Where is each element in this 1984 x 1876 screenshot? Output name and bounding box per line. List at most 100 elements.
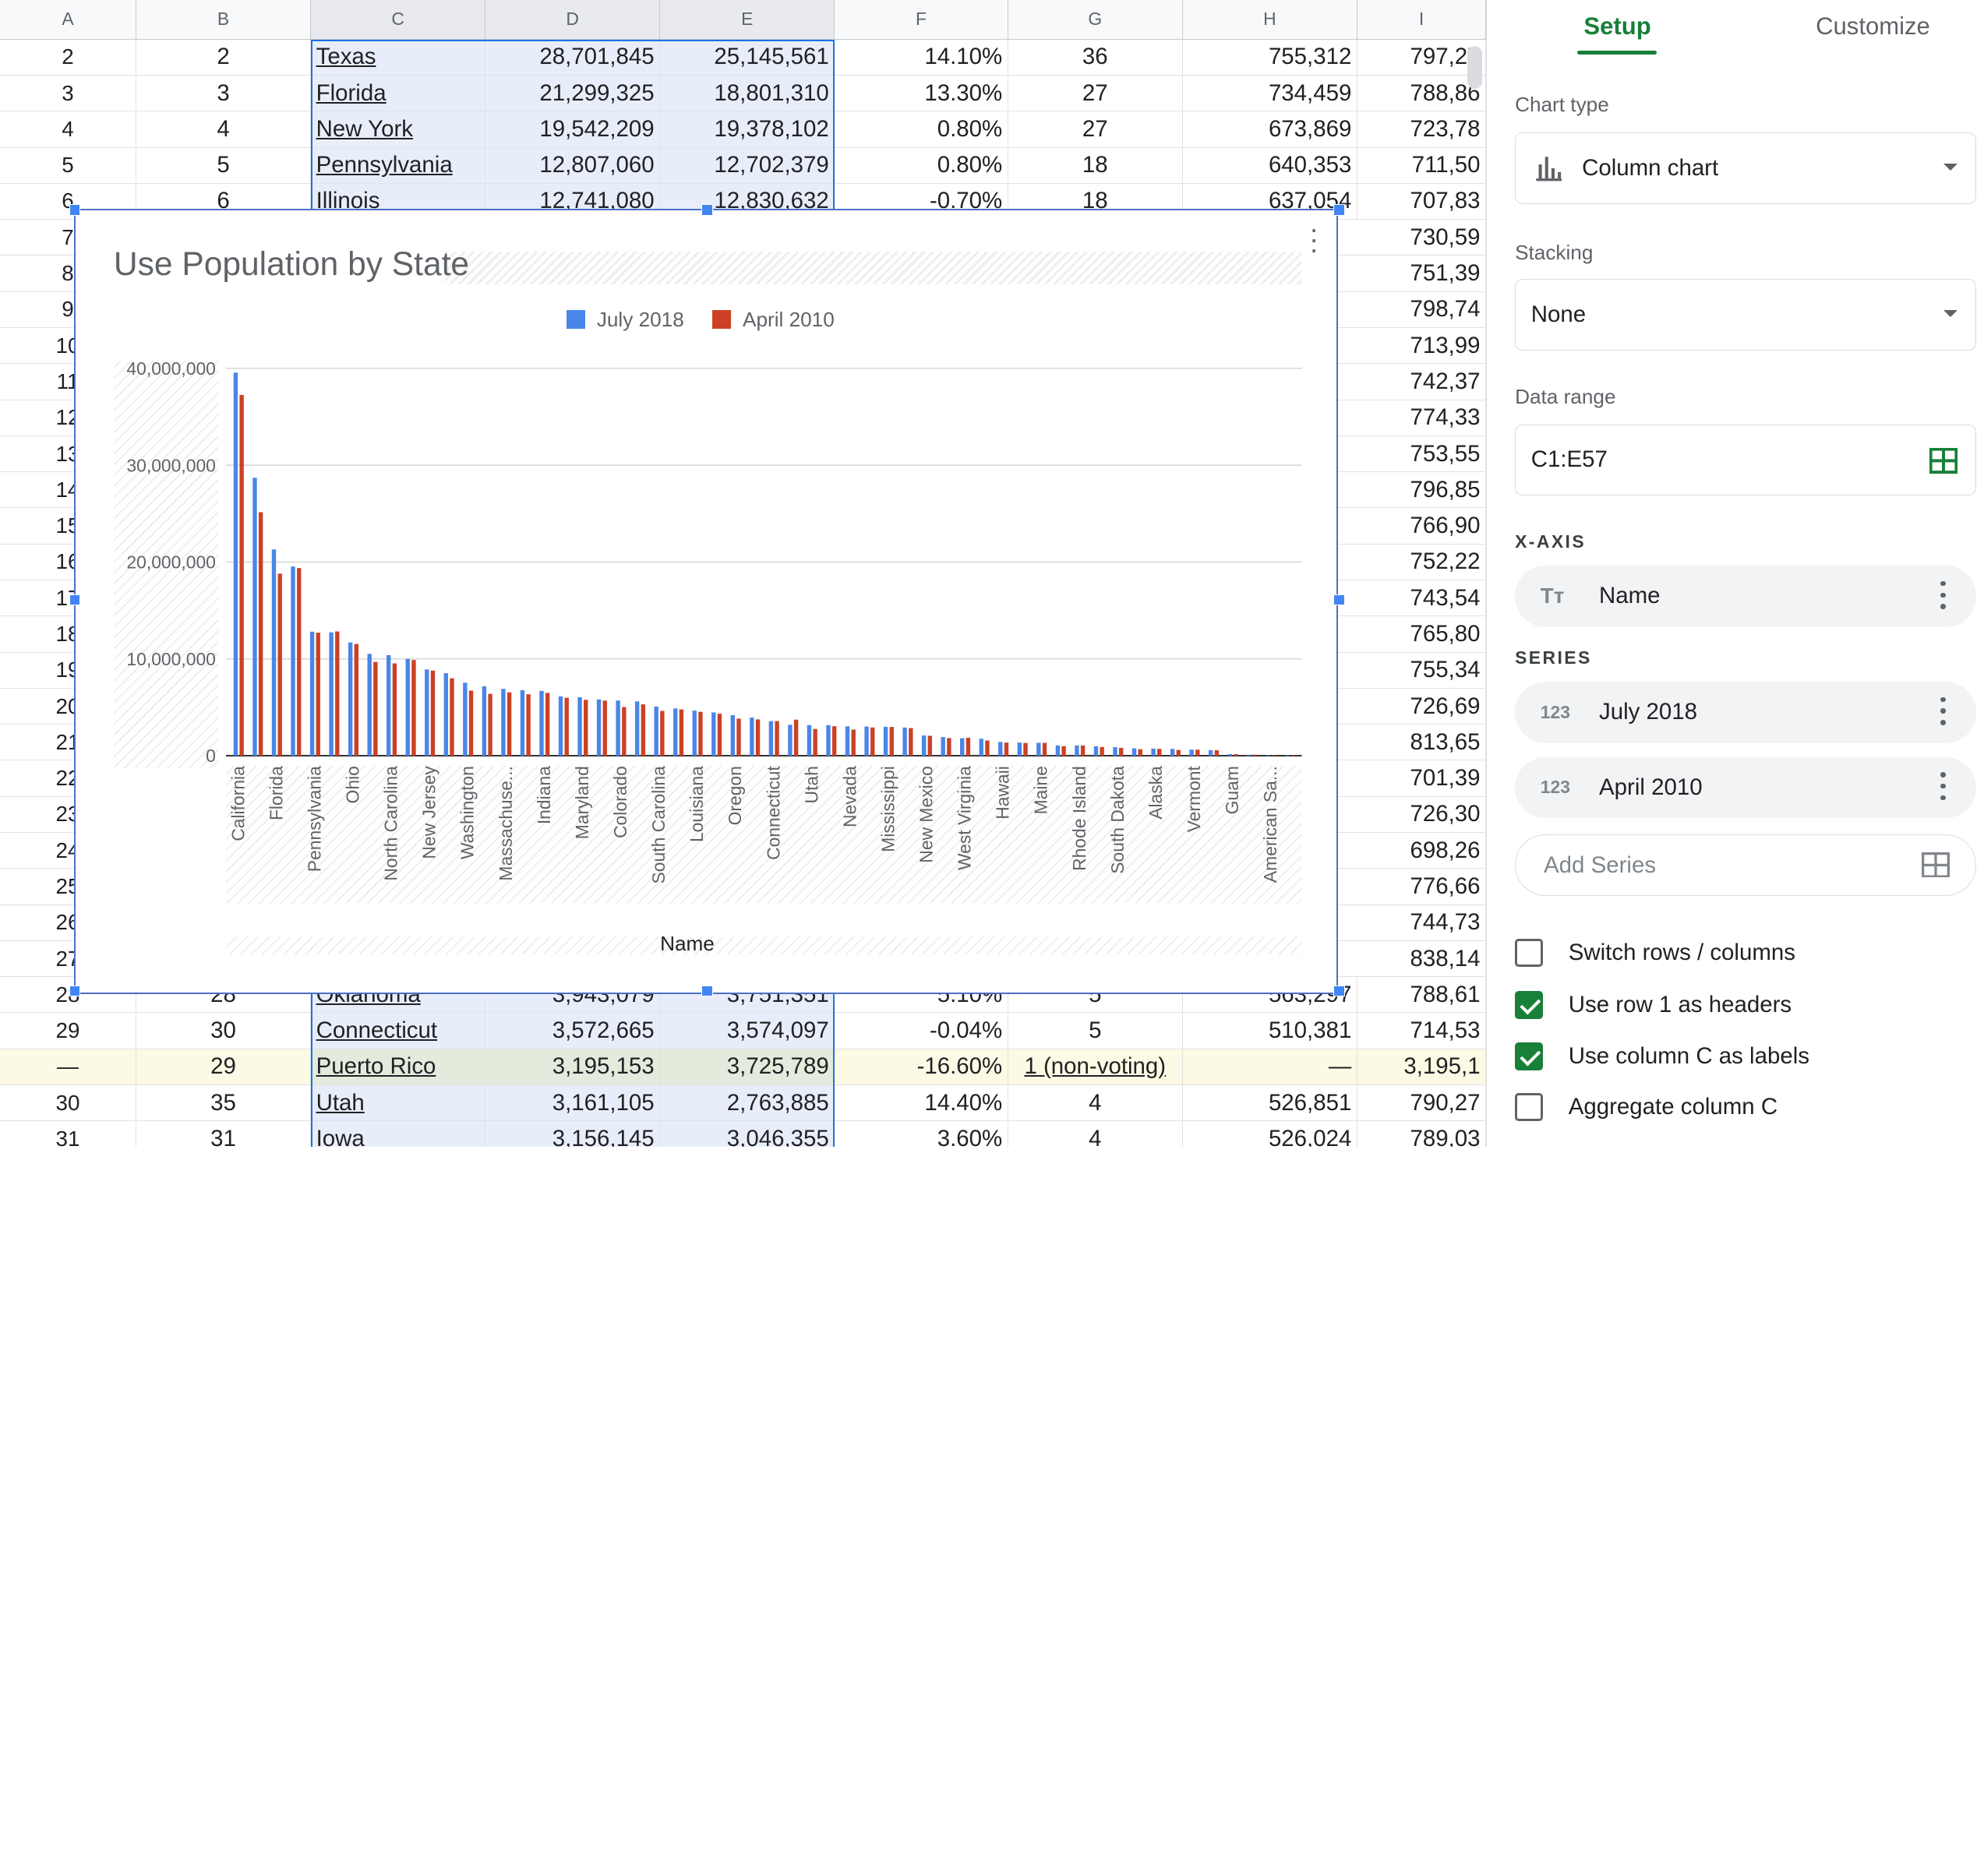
table-cell[interactable]: 12,702,379 xyxy=(660,147,835,183)
table-cell[interactable]: 790,27 xyxy=(1357,1085,1487,1121)
table-cell[interactable]: 640,353 xyxy=(1183,147,1357,183)
table-cell[interactable]: 14.40% xyxy=(835,1085,1008,1121)
tab-customize[interactable]: Customize xyxy=(1816,12,1930,41)
unchecked-checkbox-icon[interactable] xyxy=(1515,939,1544,968)
table-cell[interactable]: 726,69 xyxy=(1357,688,1487,725)
table-cell[interactable]: 25,145,561 xyxy=(660,39,835,75)
cell-link[interactable]: Utah xyxy=(311,1085,486,1121)
table-cell[interactable]: 774,33 xyxy=(1357,400,1487,436)
table-cell[interactable]: 3.60% xyxy=(835,1121,1008,1148)
column-header-g[interactable]: G xyxy=(1008,0,1183,40)
cell-link[interactable]: Iowa xyxy=(311,1121,486,1148)
column-header-b[interactable]: B xyxy=(136,0,312,40)
table-cell[interactable]: 35 xyxy=(136,1085,312,1121)
table-cell[interactable]: 5 xyxy=(136,147,312,183)
table-cell[interactable]: 3,195,153 xyxy=(485,1049,661,1085)
table-cell[interactable]: 30 xyxy=(136,1013,312,1049)
checkbox-use-column-c-as-labels[interactable]: Use column C as labels xyxy=(1515,1042,1809,1070)
column-header-i[interactable]: I xyxy=(1357,0,1487,40)
table-cell[interactable]: 698,26 xyxy=(1357,833,1487,869)
row-number[interactable]: 31 xyxy=(0,1121,136,1148)
table-cell[interactable]: 14.10% xyxy=(835,39,1008,75)
embedded-chart[interactable]: Use Population by State · · · July 2018 Apr… xyxy=(69,204,1345,997)
data-range-input[interactable]: C1:E57 xyxy=(1515,424,1977,496)
select-range-grid-icon[interactable] xyxy=(1929,448,1958,474)
table-cell[interactable]: 755,312 xyxy=(1183,39,1357,75)
table-cell[interactable]: 744,73 xyxy=(1357,905,1487,940)
cell-link[interactable]: Texas xyxy=(311,39,486,75)
tab-setup[interactable]: Setup xyxy=(1583,12,1651,41)
table-cell[interactable]: 726,30 xyxy=(1357,796,1487,833)
table-cell[interactable]: 526,851 xyxy=(1183,1085,1357,1121)
table-cell[interactable]: — xyxy=(1183,1049,1357,1085)
column-header-a[interactable]: A xyxy=(0,0,136,40)
more-vert-icon[interactable] xyxy=(1940,580,1946,609)
table-cell[interactable]: 713,99 xyxy=(1357,328,1487,364)
table-cell[interactable]: 1 (non-voting) xyxy=(1008,1049,1183,1085)
table-cell[interactable]: 3,572,665 xyxy=(485,1013,661,1049)
table-cell[interactable]: 730,59 xyxy=(1357,220,1487,256)
table-cell[interactable]: 2 xyxy=(136,39,312,75)
cell-link[interactable]: Florida xyxy=(311,75,486,111)
table-cell[interactable]: 3,161,105 xyxy=(485,1085,661,1121)
table-cell[interactable]: 0.80% xyxy=(835,147,1008,183)
table-cell[interactable]: 36 xyxy=(1008,39,1183,75)
table-cell[interactable]: 4 xyxy=(136,111,312,147)
table-cell[interactable]: 526,024 xyxy=(1183,1121,1357,1148)
row-number[interactable]: 2 xyxy=(0,39,136,75)
column-header-c[interactable]: C xyxy=(311,0,486,40)
table-cell[interactable]: 714,53 xyxy=(1357,1013,1487,1049)
checkbox-switch-rows-columns[interactable]: Switch rows / columns xyxy=(1515,939,1795,968)
more-vert-icon[interactable]: · · · xyxy=(1309,212,1319,265)
table-cell[interactable]: 510,381 xyxy=(1183,1013,1357,1049)
cell-link[interactable]: Pennsylvania xyxy=(311,147,486,183)
cell-link[interactable]: Connecticut xyxy=(311,1013,486,1049)
cell-link[interactable]: 1 (non-voting) xyxy=(1024,1053,1167,1080)
table-cell[interactable]: 743,54 xyxy=(1357,580,1487,616)
series-chip-july-2018[interactable]: 123 July 2018 xyxy=(1515,682,1977,743)
more-vert-icon[interactable] xyxy=(1940,772,1946,801)
table-cell[interactable]: 5 xyxy=(1008,1013,1183,1049)
resize-handle-top-right[interactable] xyxy=(1333,204,1345,216)
table-cell[interactable]: -16.60% xyxy=(835,1049,1008,1085)
checkbox-use-row-1-as-headers[interactable]: Use row 1 as headers xyxy=(1515,991,1792,1020)
table-cell[interactable]: 3,574,097 xyxy=(660,1013,835,1049)
row-number[interactable]: 30 xyxy=(0,1085,136,1121)
table-cell[interactable]: 796,85 xyxy=(1357,472,1487,508)
table-cell[interactable]: 765,80 xyxy=(1357,616,1487,652)
column-header-h[interactable]: H xyxy=(1182,0,1357,40)
table-cell[interactable]: -0.04% xyxy=(835,1013,1008,1049)
resize-handle-right[interactable] xyxy=(1333,594,1345,606)
table-cell[interactable]: 28,701,845 xyxy=(485,39,661,75)
table-cell[interactable]: 27 xyxy=(1008,75,1183,111)
row-number[interactable]: 3 xyxy=(0,75,136,111)
unchecked-checkbox-icon[interactable] xyxy=(1515,1093,1544,1122)
table-cell[interactable]: 3,156,145 xyxy=(485,1121,661,1148)
cell-link[interactable]: New York xyxy=(311,111,486,147)
table-cell[interactable]: 3,725,789 xyxy=(660,1049,835,1085)
table-cell[interactable]: 753,55 xyxy=(1357,436,1487,472)
table-cell[interactable]: 19,542,209 xyxy=(485,111,661,147)
resize-handle-left[interactable] xyxy=(69,594,81,606)
row-number[interactable]: — xyxy=(0,1049,136,1085)
table-cell[interactable]: 29 xyxy=(136,1049,312,1085)
chart-type-dropdown[interactable]: Column chart xyxy=(1515,132,1977,204)
table-cell[interactable]: 18,801,310 xyxy=(660,75,835,111)
row-number[interactable]: 4 xyxy=(0,111,136,147)
resize-handle-bottom[interactable] xyxy=(701,985,713,997)
table-cell[interactable]: 838,14 xyxy=(1357,940,1487,977)
vertical-scrollbar[interactable] xyxy=(1467,45,1483,90)
table-cell[interactable]: 3,195,1 xyxy=(1357,1049,1487,1085)
x-axis-chip[interactable]: Tт Name xyxy=(1515,566,1977,627)
legend-item[interactable]: July 2018 xyxy=(566,308,684,332)
table-cell[interactable]: 776,66 xyxy=(1357,869,1487,905)
row-number[interactable]: 29 xyxy=(0,1013,136,1049)
table-cell[interactable]: 3,046,355 xyxy=(660,1121,835,1148)
table-cell[interactable]: 751,39 xyxy=(1357,256,1487,291)
table-cell[interactable]: 2,763,885 xyxy=(660,1085,835,1121)
table-cell[interactable]: 701,39 xyxy=(1357,760,1487,796)
chart-title[interactable]: Use Population by State xyxy=(113,246,470,284)
table-cell[interactable]: 734,459 xyxy=(1183,75,1357,111)
table-cell[interactable]: 4 xyxy=(1008,1121,1183,1148)
